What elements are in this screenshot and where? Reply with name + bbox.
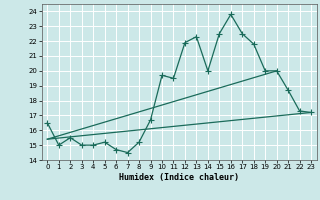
X-axis label: Humidex (Indice chaleur): Humidex (Indice chaleur) xyxy=(119,173,239,182)
